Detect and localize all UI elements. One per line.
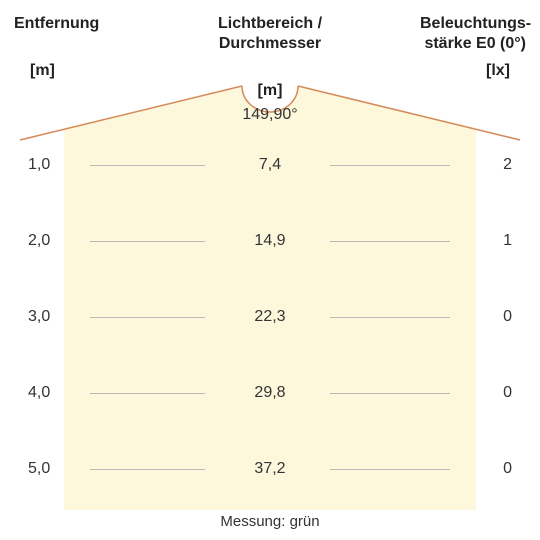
cone-diagram: 149,90° 1,0 7,4 2 2,0 14,9 1 3,0 22,3 0 … [0, 68, 540, 528]
grid-line [90, 165, 205, 166]
table-row: 4,0 29,8 0 [0, 384, 540, 460]
header-illuminance: Beleuchtungs- stärke E0 (0°) [420, 14, 540, 54]
table-row: 2,0 14,9 1 [0, 232, 540, 308]
header-illuminance-l1: Beleuchtungs- [420, 14, 526, 34]
header-distance: Entfernung [0, 14, 120, 54]
grid-line [90, 241, 205, 242]
column-headers: Entfernung Lichtbereich / Durchmesser Be… [0, 14, 540, 54]
grid-line [90, 393, 205, 394]
grid-line [90, 469, 205, 470]
header-illuminance-l2: stärke E0 (0°) [420, 34, 526, 54]
table-row: 5,0 37,2 0 [0, 460, 540, 536]
table-row: 1,0 7,4 2 [0, 156, 540, 232]
grid-line [330, 317, 450, 318]
grid-line [330, 165, 450, 166]
grid-line [90, 317, 205, 318]
grid-line [330, 393, 450, 394]
header-lightrange-l2: Durchmesser [120, 34, 420, 54]
table-row: 3,0 22,3 0 [0, 308, 540, 384]
beam-angle-label: 149,90° [0, 106, 540, 124]
header-lightrange: Lichtbereich / Durchmesser [120, 14, 420, 54]
data-rows: 1,0 7,4 2 2,0 14,9 1 3,0 22,3 0 4,0 29,8… [0, 156, 540, 536]
grid-line [330, 469, 450, 470]
header-lightrange-l1: Lichtbereich / [120, 14, 420, 34]
grid-line [330, 241, 450, 242]
